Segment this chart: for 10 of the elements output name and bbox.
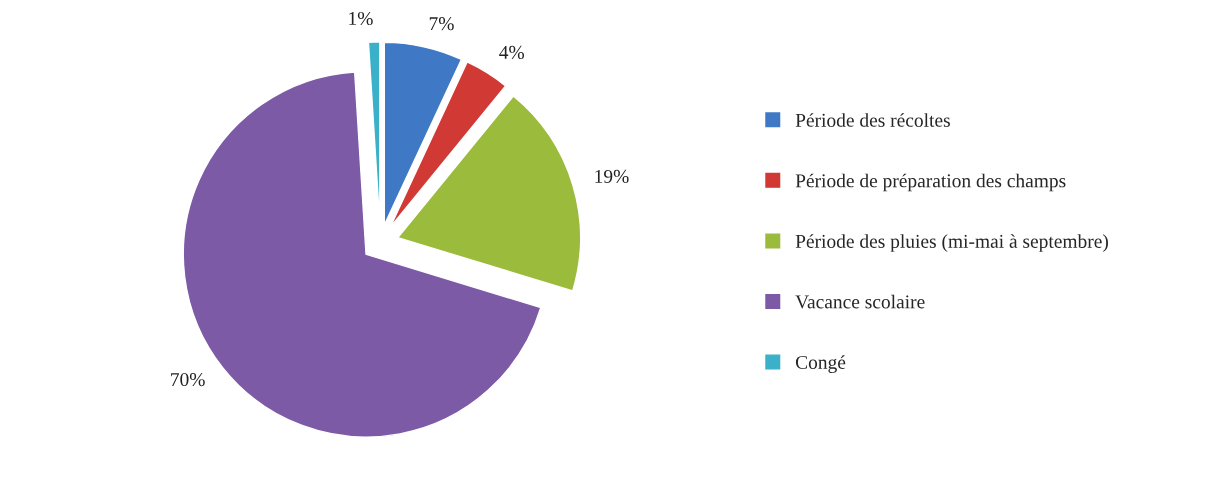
data-label: 19%: [595, 169, 629, 184]
legend-label: Période des pluies (mi-mai à septembre): [795, 234, 1108, 252]
data-label: 70%: [171, 372, 205, 387]
data-label: 7%: [429, 17, 454, 31]
legend-label: Congé: [795, 355, 846, 373]
data-label: 4%: [499, 45, 525, 60]
legend-label: Vacance scolaire: [795, 294, 925, 309]
data-label: 1%: [349, 11, 373, 26]
legend-label: Période de préparation des champs: [795, 173, 1066, 192]
legend-label: Période des récoltes: [795, 113, 950, 127]
